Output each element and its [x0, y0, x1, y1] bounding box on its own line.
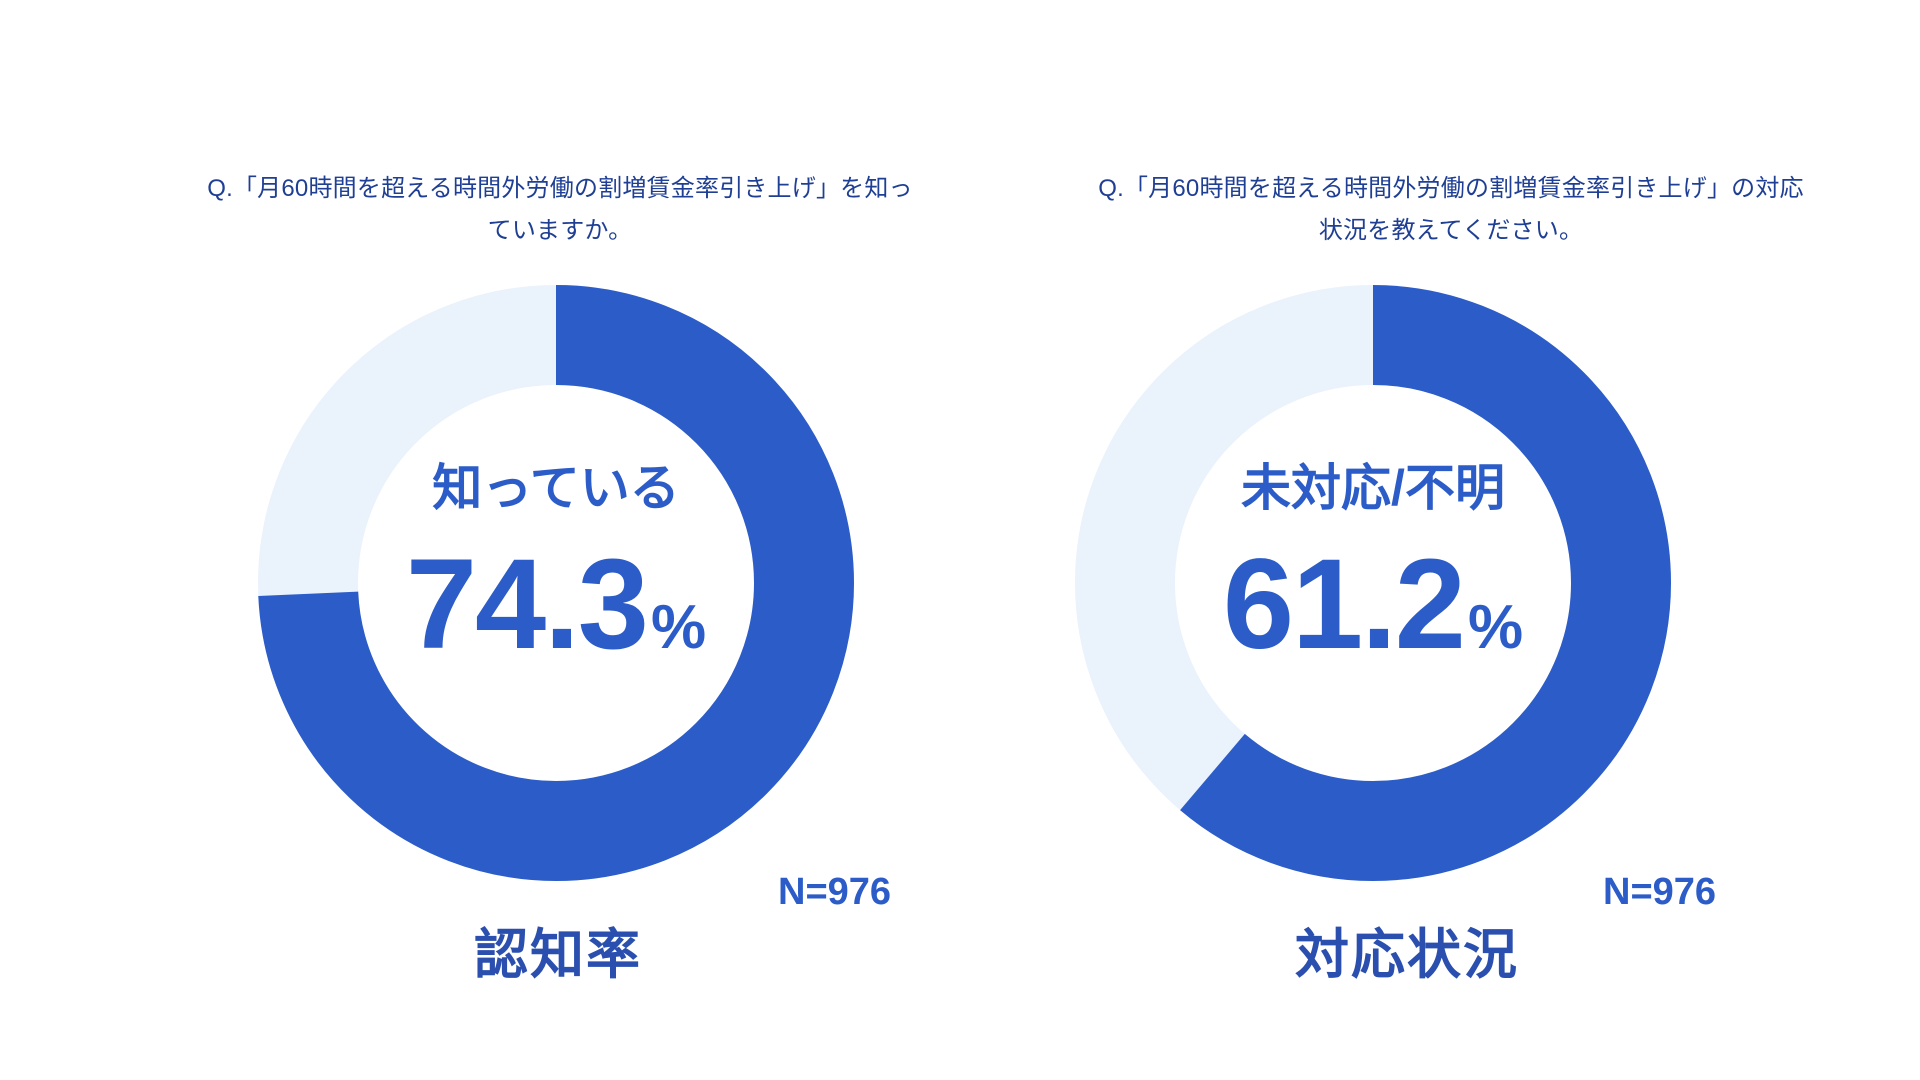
question-line-2: ていますか。 [487, 217, 633, 244]
center-label: 知っている [432, 460, 680, 516]
sample-size-label: N=976 [1603, 871, 1717, 913]
donut-value-segment [258, 285, 854, 881]
sample-size-label: N=976 [778, 871, 892, 913]
center-value-unit: % [650, 593, 707, 662]
question-line-1: Q.「月60時間を超える時間外労働の割増賃金率引き上げ」を知っ [207, 175, 913, 202]
donut-value-segment [1075, 285, 1671, 881]
response-status-chart-panel: Q.「月60時間を超える時間外労働の割増賃金率引き上げ」の対応 状況を教えてくだ… [960, 0, 1920, 1080]
chart-title: 対応状況 [1295, 925, 1519, 985]
center-value-number: 74.3 [405, 533, 649, 676]
awareness-donut-chart [258, 285, 854, 881]
center-value: 61.2% [1173, 540, 1573, 693]
question-line-1: Q.「月60時間を超える時間外労働の割増賃金率引き上げ」の対応 [1098, 175, 1804, 202]
chart-title: 認知率 [474, 925, 642, 985]
center-value: 74.3% [356, 540, 756, 693]
center-label: 未対応/不明 [1241, 460, 1505, 516]
response-status-donut-chart [1075, 285, 1671, 881]
question-text: Q.「月60時間を超える時間外労働の割増賃金率引き上げ」を知っ ていますか。 [180, 168, 940, 252]
awareness-chart-panel: Q.「月60時間を超える時間外労働の割増賃金率引き上げ」を知っ ていますか。 知… [180, 168, 940, 985]
center-value-unit: % [1467, 593, 1524, 662]
question-line-2: 状況を教えてください。 [1318, 217, 1584, 244]
center-value-number: 61.2 [1222, 533, 1466, 676]
question-text: Q.「月60時間を超える時間外労働の割増賃金率引き上げ」の対応 状況を教えてくだ… [1036, 168, 1866, 252]
